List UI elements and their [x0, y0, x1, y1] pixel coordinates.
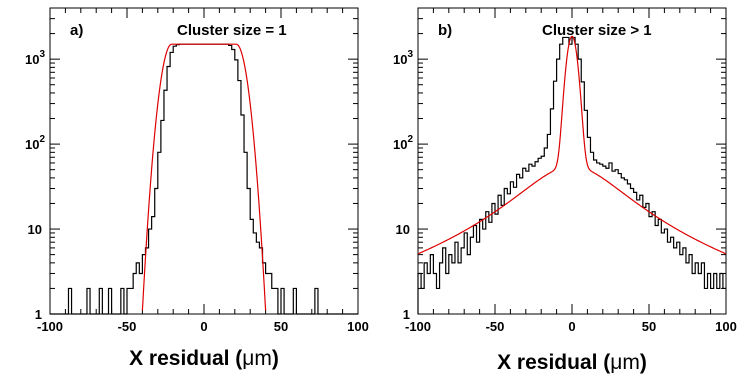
tick-labels: -100 -50 0 50 100 1 10 102 103 [393, 49, 737, 334]
panel-title: Cluster size > 1 [542, 22, 652, 39]
y-tick-label: 10 [396, 222, 410, 237]
axis-ticks [417, 7, 727, 315]
y-tick-label: 102 [393, 134, 413, 152]
y-tick-label: 1 [35, 307, 42, 322]
panel-a: -100 -50 0 50 100 1 10 102 103 a) Cluster size =… [25, 7, 369, 370]
y-tick-label: 1 [403, 307, 410, 322]
panel-title: Cluster size = 1 [177, 22, 287, 39]
x-tick-label: 50 [274, 319, 288, 334]
plot-frame [417, 7, 727, 315]
axis-ticks [49, 7, 359, 315]
x-tick-label: -100 [405, 319, 431, 334]
plot-frame [49, 7, 359, 315]
x-tick-label: 100 [715, 319, 737, 334]
panel-label: b) [438, 22, 452, 39]
fit-curve [417, 35, 727, 255]
tick-labels: -100 -50 0 50 100 1 10 102 103 [25, 49, 369, 334]
y-tick-label: 102 [25, 134, 45, 152]
x-tick-label: -100 [37, 319, 63, 334]
x-tick-label: 50 [642, 319, 656, 334]
y-tick-label: 103 [25, 49, 45, 67]
fit-curve [141, 43, 267, 311]
x-tick-label: 0 [568, 319, 575, 334]
x-tick-label: -50 [118, 319, 137, 334]
x-axis-label: X residual (μm) [129, 347, 279, 370]
x-tick-label: -50 [486, 319, 505, 334]
panel-label: a) [70, 22, 83, 39]
histogram-series [417, 36, 726, 314]
x-axis-label: X residual (μm) [497, 351, 647, 374]
x-tick-label: 0 [200, 319, 207, 334]
x-tick-label: 100 [347, 319, 369, 334]
y-tick-label: 103 [393, 49, 413, 67]
panel-b: -100 -50 0 50 100 1 10 102 103 b) Cluster size >… [393, 7, 737, 374]
histogram-series [50, 43, 358, 315]
y-tick-label: 10 [28, 222, 42, 237]
